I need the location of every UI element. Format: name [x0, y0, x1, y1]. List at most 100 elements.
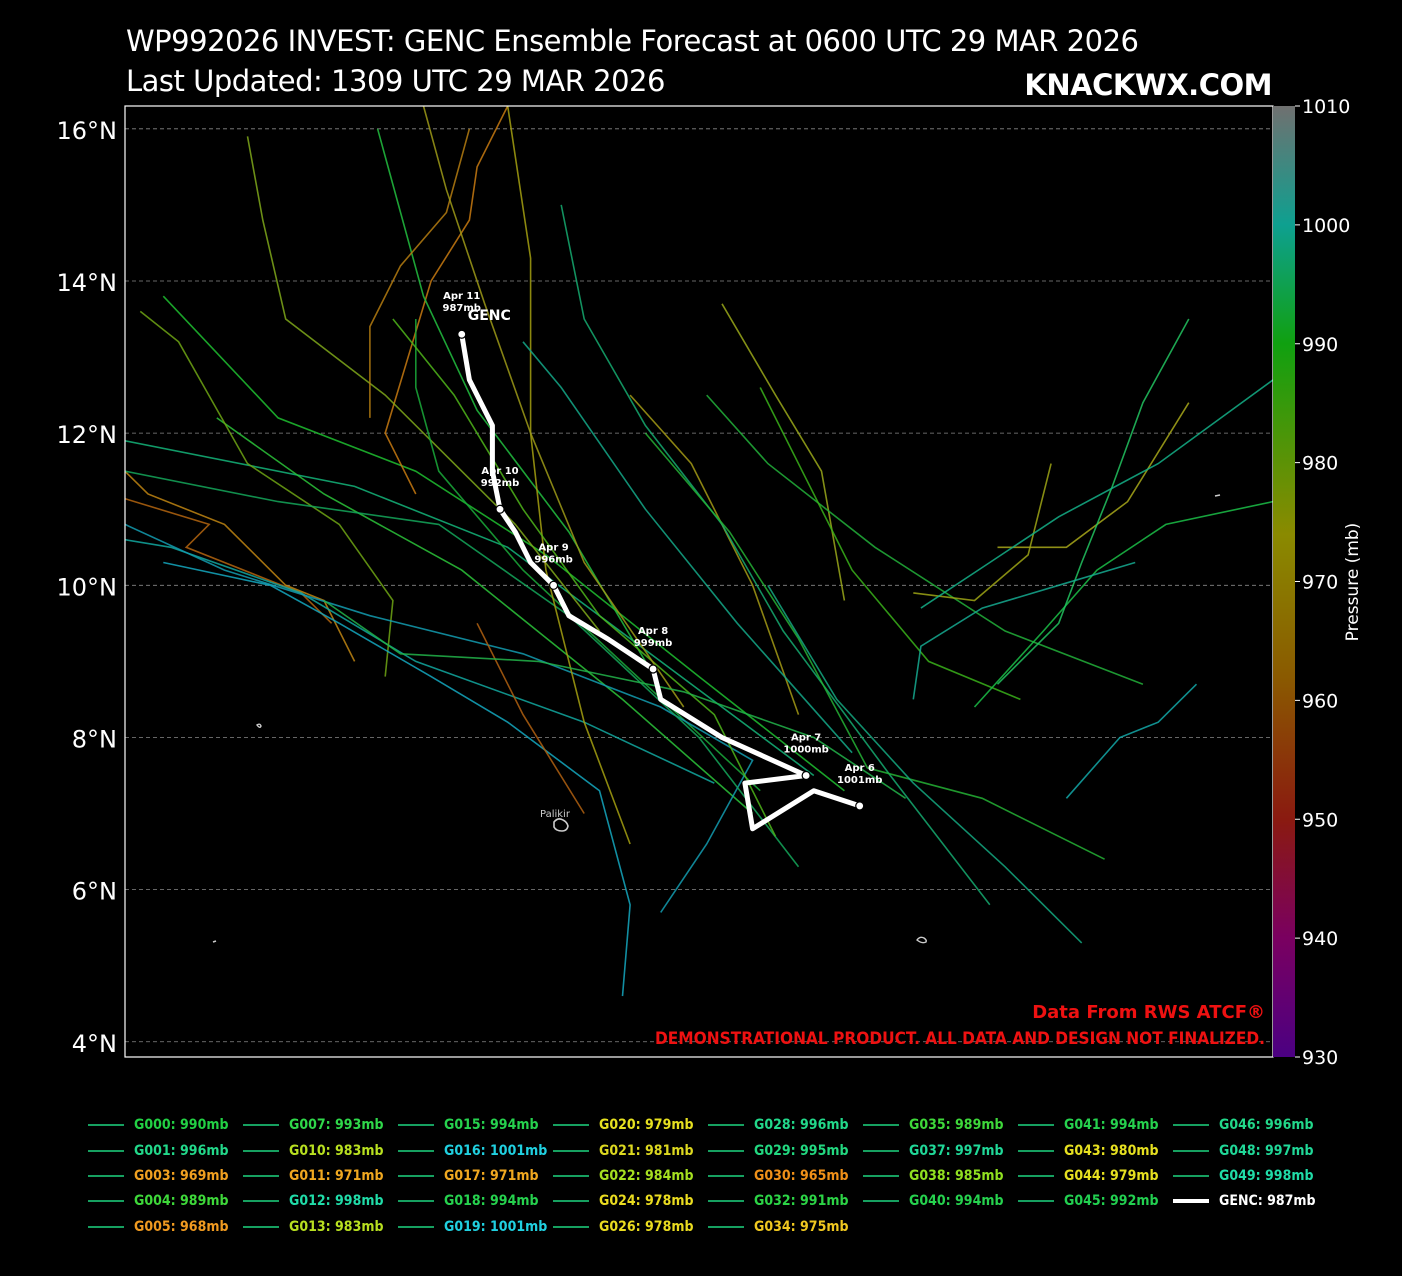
genc-point [855, 801, 865, 811]
track-g000 [162, 295, 845, 792]
genc-point [648, 664, 658, 674]
track-g022 [392, 318, 777, 837]
legend-item: G046: 996mb [1173, 1113, 1313, 1137]
colorbar [1273, 106, 1295, 1057]
legend-swatch [863, 1175, 899, 1177]
legend-swatch [398, 1124, 434, 1126]
lat-tick-label: 12°N [57, 421, 118, 449]
legend-swatch [553, 1175, 589, 1177]
legend-item: G044: 979mb [1018, 1164, 1158, 1188]
legend-label: G029: 995mb [754, 1143, 849, 1159]
legend-swatch [1173, 1199, 1209, 1203]
track-g017 [369, 128, 471, 418]
legend-label: G041: 994mb [1064, 1117, 1159, 1133]
legend-swatch [708, 1175, 744, 1177]
legend-swatch [1018, 1200, 1054, 1202]
track-g029 [560, 204, 991, 906]
island-shape [212, 940, 217, 943]
track-g040 [323, 599, 907, 799]
legend-label: G021: 981mb [599, 1143, 694, 1159]
colorbar-tick-label: 930 [1302, 1047, 1338, 1069]
legend-item: G032: 991mb [708, 1189, 848, 1213]
legend-item: G004: 989mb [88, 1189, 228, 1213]
colorbar-tick-label: 990 [1302, 334, 1338, 356]
legend-label: G022: 984mb [599, 1168, 694, 1184]
plot-frame [124, 105, 1274, 1058]
legend-label: G013: 983mb [289, 1219, 384, 1235]
legend-label: G048: 997mb [1219, 1143, 1314, 1159]
legend-label: G003: 969mb [134, 1168, 229, 1184]
legend-label: G038: 985mb [909, 1168, 1004, 1184]
legend-swatch [863, 1124, 899, 1126]
legend-item: G019: 1001mb [398, 1215, 547, 1239]
island-shape [553, 818, 569, 832]
genc-pressure-label: 992mb [481, 478, 519, 489]
genc-date-label: Apr 9 [538, 542, 568, 553]
genc-pressure-label: 1000mb [783, 745, 828, 756]
legend-label: G024: 978mb [599, 1193, 694, 1209]
track-g049 [1065, 683, 1198, 799]
genc-date-label: Apr 7 [791, 733, 821, 744]
legend-label: G034: 975mb [754, 1219, 849, 1235]
legend-item: G024: 978mb [553, 1189, 693, 1213]
legend-swatch [243, 1124, 279, 1126]
genc-pressure-label: 999mb [634, 638, 672, 649]
legend-item: G038: 985mb [863, 1164, 1003, 1188]
legend-item: G045: 992mb [1018, 1189, 1158, 1213]
legend-label: G019: 1001mb [444, 1219, 548, 1235]
legend-label: GENC: 987mb [1219, 1193, 1316, 1209]
genc-pressure-label: 1001mb [837, 775, 882, 786]
genc-track-name: GENC [468, 308, 511, 324]
legend-swatch [88, 1175, 124, 1177]
track-g020 [506, 106, 631, 845]
legend-swatch [1173, 1175, 1209, 1177]
legend-item: G035: 989mb [863, 1113, 1003, 1137]
legend-item: G040: 994mb [863, 1189, 1003, 1213]
legend-label: G046: 996mb [1219, 1117, 1314, 1133]
legend-label: G045: 992mb [1064, 1193, 1159, 1209]
legend-swatch [398, 1200, 434, 1202]
track-g018 [125, 470, 800, 868]
colorbar-tick-label: 940 [1302, 928, 1338, 950]
legend-swatch [243, 1175, 279, 1177]
track-g012 [125, 538, 715, 784]
legend-label: G010: 983mb [289, 1143, 384, 1159]
legend-item: G001: 996mb [88, 1139, 228, 1163]
legend-item: G013: 983mb [243, 1215, 383, 1239]
place-label: Palikir [540, 809, 571, 820]
colorbar-tick-label: 980 [1302, 453, 1338, 475]
legend-item: G018: 994mb [398, 1189, 538, 1213]
legend-swatch [1018, 1175, 1054, 1177]
legend-item: G000: 990mb [88, 1113, 228, 1137]
legend-label: G040: 994mb [909, 1193, 1004, 1209]
legend-label: G004: 989mb [134, 1193, 229, 1209]
track-g016 [125, 523, 754, 913]
genc-point [495, 504, 505, 514]
lat-tick-label: 8°N [72, 725, 117, 753]
legend-item: G005: 968mb [88, 1215, 228, 1239]
track-g035 [706, 394, 1144, 685]
legend-swatch [243, 1226, 279, 1228]
track-g045 [996, 318, 1190, 685]
legend-item: G010: 983mb [243, 1139, 383, 1163]
legend-swatch [243, 1200, 279, 1202]
legend-item: G041: 994mb [1018, 1113, 1158, 1137]
legend-swatch [553, 1124, 589, 1126]
legend-item: G048: 997mb [1173, 1139, 1313, 1163]
colorbar-label: Pressure (mb) [1343, 523, 1363, 642]
legend-label: G035: 989mb [909, 1117, 1004, 1133]
legend-label: G017: 971mb [444, 1168, 539, 1184]
legend-item: G028: 996mb [708, 1113, 848, 1137]
track-g032 [644, 432, 1105, 860]
legend-item: G049: 998mb [1173, 1164, 1313, 1188]
legend-item: G034: 975mb [708, 1215, 848, 1239]
legend-label: G028: 996mb [754, 1117, 849, 1133]
track-g007 [376, 128, 647, 662]
genc-pressure-label: 996mb [534, 554, 572, 565]
legend-item: G029: 995mb [708, 1139, 848, 1163]
genc-point [457, 329, 467, 339]
legend-label: G016: 1001mb [444, 1143, 548, 1159]
genc-date-label: Apr 10 [481, 466, 518, 477]
legend-label: G043: 980mb [1064, 1143, 1159, 1159]
legend-label: G011: 971mb [289, 1168, 384, 1184]
